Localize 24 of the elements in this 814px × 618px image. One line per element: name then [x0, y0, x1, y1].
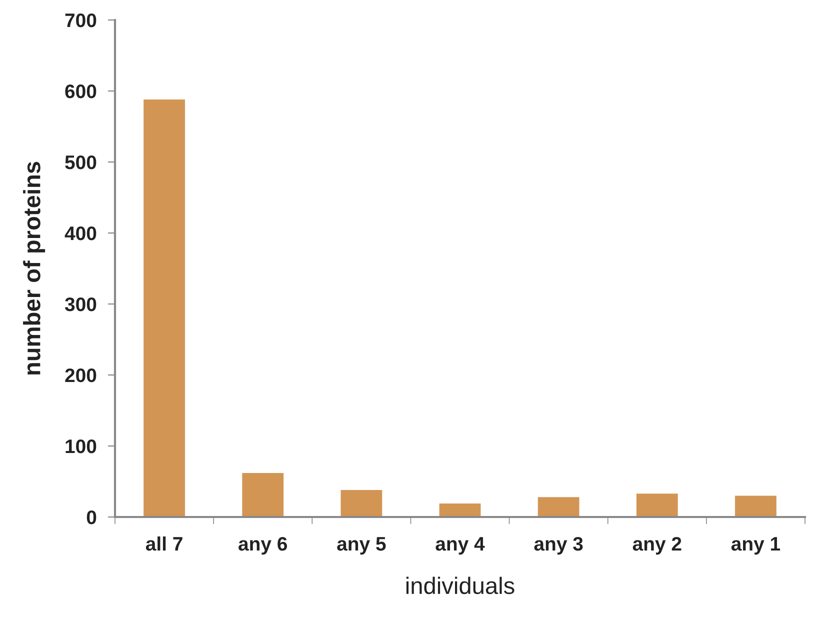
y-tick-label: 100	[66, 439, 96, 454]
bar	[735, 496, 776, 517]
bar	[242, 472, 284, 517]
x-tick-label: all 7	[146, 536, 182, 551]
x-tick-label: any 1	[731, 537, 780, 555]
x-axis-title: individuals	[406, 576, 514, 594]
y-tick-label: 500	[65, 155, 96, 170]
y-axis-title: number of proteins	[23, 162, 46, 374]
y-tick-label: 700	[65, 13, 96, 28]
x-tick-label: any 3	[534, 536, 583, 555]
bar	[439, 504, 481, 517]
y-tick-label: 200	[65, 368, 96, 382]
bar	[636, 494, 678, 517]
bar	[538, 497, 580, 517]
x-tick-label: any 5	[337, 537, 386, 555]
bar	[144, 100, 185, 517]
x-tick-label: any 6	[238, 536, 288, 555]
y-tick-label: 400	[64, 226, 96, 240]
y-tick-label: 0	[86, 510, 96, 524]
bar	[340, 490, 382, 517]
x-tick-label: any 2	[632, 536, 682, 555]
y-tick-label: 300	[64, 297, 96, 312]
x-tick-label: any 4	[436, 537, 485, 555]
y-tick-label: 600	[65, 84, 96, 98]
